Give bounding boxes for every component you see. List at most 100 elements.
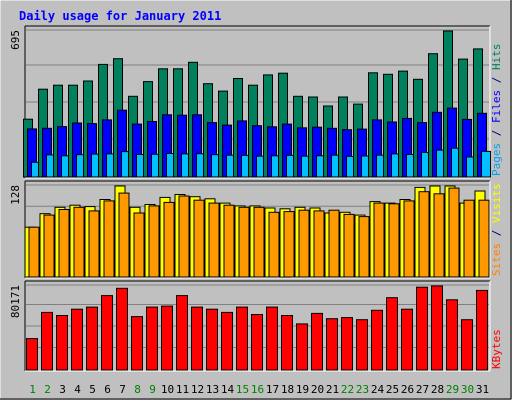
legend-entry: Visits <box>490 183 503 223</box>
x-tick-label: 6 <box>104 383 111 396</box>
x-tick-label: 25 <box>386 383 399 396</box>
x-tick-label: 22 <box>341 383 354 396</box>
x-tick-label: 5 <box>89 383 96 396</box>
bar-kbytes-day-5 <box>86 306 98 371</box>
bar-kbytes-day-17 <box>266 306 278 371</box>
bar-kbytes-day-26 <box>401 308 413 371</box>
bar-kbytes-day-7 <box>116 287 128 371</box>
bar-sites-day-19 <box>298 209 310 278</box>
bar-kbytes-day-15 <box>236 306 248 371</box>
x-tick-label: 18 <box>281 383 294 396</box>
x-tick-label: 15 <box>236 383 249 396</box>
x-tick-label: 10 <box>161 383 174 396</box>
bar-sites-day-31 <box>478 199 490 278</box>
bar-kbytes-day-16 <box>251 314 263 371</box>
x-tick-label: 21 <box>326 383 339 396</box>
legend-entry: Pages <box>490 143 503 176</box>
x-tick-label: 9 <box>149 383 156 396</box>
bar-kbytes-day-28 <box>431 285 443 371</box>
bar-sites-day-15 <box>238 206 250 278</box>
legend-entry: / <box>490 70 503 90</box>
bar-sites-day-21 <box>328 209 340 278</box>
bar-kbytes-day-18 <box>281 315 293 371</box>
bar-kbytes-day-27 <box>416 286 428 371</box>
bar-kbytes-day-1 <box>26 338 38 371</box>
bar-sites-day-22 <box>343 213 355 278</box>
bar-sites-day-24 <box>373 202 385 278</box>
bar-sites-day-8 <box>133 212 145 278</box>
bar-sites-day-6 <box>103 200 115 278</box>
bar-kbytes-day-9 <box>146 306 158 371</box>
bar-kbytes-day-25 <box>386 297 398 371</box>
bar-kbytes-day-6 <box>101 295 113 371</box>
panel-visits-max-label: 128 <box>9 185 22 205</box>
bar-sites-day-2 <box>43 214 55 278</box>
bar-kbytes-day-21 <box>326 318 338 371</box>
bar-sites-day-14 <box>223 204 235 278</box>
bar-sites-day-11 <box>178 195 190 278</box>
x-tick-label: 26 <box>401 383 414 396</box>
legend-entry: Sites <box>490 243 503 276</box>
bar-kbytes-day-24 <box>371 309 383 371</box>
bar-sites-day-17 <box>268 211 280 278</box>
bar-sites-day-1 <box>28 226 40 278</box>
bar-sites-day-16 <box>253 206 265 278</box>
bar-kbytes-day-19 <box>296 323 308 371</box>
bar-sites-day-3 <box>58 209 70 278</box>
x-tick-label: 28 <box>431 383 444 396</box>
x-tick-label: 14 <box>221 383 235 396</box>
bar-kbytes-day-8 <box>131 316 143 371</box>
x-tick-label: 23 <box>356 383 369 396</box>
bar-kbytes-day-14 <box>221 311 233 371</box>
panel-visits: 128 Sites / Visits <box>9 180 503 279</box>
x-tick-label: 13 <box>206 383 219 396</box>
x-tick-label: 17 <box>266 383 279 396</box>
legend-entry: Hits <box>490 44 503 71</box>
x-tick-label: 11 <box>176 383 189 396</box>
bar-kbytes-day-29 <box>446 299 458 371</box>
bar-pages-day-31 <box>481 150 491 178</box>
x-tick-label: 1 <box>29 383 36 396</box>
bar-sites-day-13 <box>208 202 220 278</box>
bar-sites-day-4 <box>73 206 85 278</box>
bar-sites-day-9 <box>148 205 160 278</box>
x-axis-day-labels: 1 2 3 4 5 6 7 8 9 10 11 12 13 14 15 16 17 18 19 20 21 22 23 24 2… <box>29 383 489 396</box>
bar-sites-day-27 <box>418 191 430 278</box>
x-tick-label: 4 <box>74 383 81 396</box>
bar-sites-day-25 <box>388 203 400 278</box>
x-tick-label: 2 <box>44 383 51 396</box>
panel-hits: 695 Pages / Files / Hits <box>9 25 503 179</box>
bar-sites-day-23 <box>358 216 370 278</box>
bar-kbytes-day-4 <box>71 308 83 371</box>
bar-sites-day-5 <box>88 210 100 278</box>
chart-panels: 695 Pages / Files / Hits 128 Sites / Visits… <box>9 25 503 372</box>
x-tick-label: 31 <box>476 383 489 396</box>
bar-kbytes-day-2 <box>41 311 53 371</box>
x-tick-label: 7 <box>119 383 126 396</box>
bar-sites-day-18 <box>283 211 295 278</box>
panel-hits-legend: Pages / Files / Hits <box>490 44 503 177</box>
bar-sites-day-30 <box>463 199 475 278</box>
bar-kbytes-day-3 <box>56 315 68 371</box>
x-tick-label: 3 <box>59 383 66 396</box>
chart-title: Daily usage for January 2011 <box>19 9 221 23</box>
x-tick-label: 29 <box>446 383 459 396</box>
bar-sites-day-26 <box>403 200 415 278</box>
legend-entry: / <box>490 123 503 143</box>
x-tick-label: 12 <box>191 383 204 396</box>
bar-sites-day-12 <box>193 199 205 278</box>
x-tick-label: 19 <box>296 383 309 396</box>
bar-kbytes-day-10 <box>161 305 173 371</box>
panel-hits-max-label: 695 <box>9 30 22 50</box>
bar-kbytes-day-13 <box>206 308 218 371</box>
panel-kbytes-max-label: 80171 <box>9 285 22 318</box>
x-tick-label: 8 <box>134 383 141 396</box>
x-tick-label: 20 <box>311 383 324 396</box>
bar-kbytes-day-23 <box>356 319 368 371</box>
bar-sites-day-10 <box>163 201 175 278</box>
panel-kbytes: 80171 KBytes <box>9 280 503 372</box>
bar-kbytes-day-12 <box>191 306 203 371</box>
legend-entry: KBytes <box>490 329 503 369</box>
panel-kbytes-legend: KBytes <box>490 329 503 369</box>
panel-visits-legend: Sites / Visits <box>490 183 503 276</box>
